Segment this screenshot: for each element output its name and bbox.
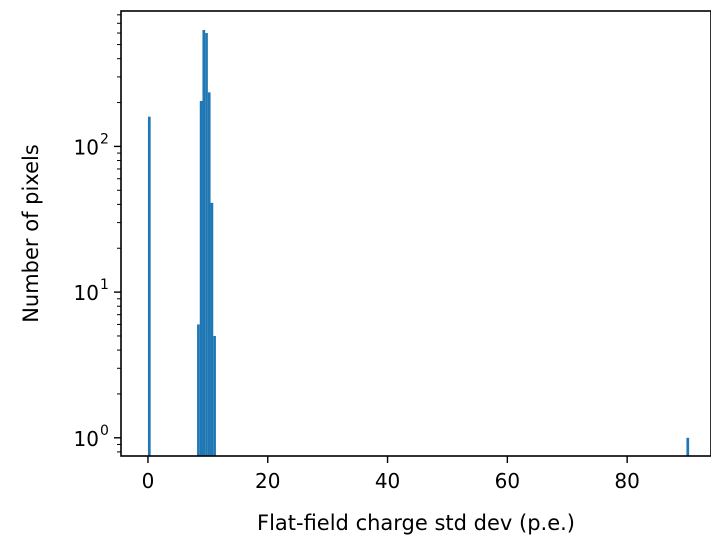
plot-frame [120,10,711,457]
histogram-bar [147,116,151,457]
histogram-bar [197,324,200,456]
x-axis-ticks: 0 20 40 60 80 [142,456,640,493]
y-tick-label-base: 10 [74,135,99,159]
histogram-bar [686,437,690,456]
y-axis-title: Number of pixels [19,144,43,323]
histogram-bar [210,202,214,456]
y-tick-label-exponent: 2 [100,131,109,147]
x-tick-label: 60 [495,469,520,493]
y-tick-label-base: 10 [74,427,99,451]
y-tick-label-exponent: 0 [100,423,109,439]
x-tick-label: 0 [142,469,155,493]
y-tick-label-exponent: 1 [100,277,109,293]
x-tick-label: 80 [614,469,639,493]
histogram-bar [202,29,206,456]
x-tick-label: 20 [255,469,280,493]
y-tick-label-base: 10 [74,281,99,305]
histogram-bar [205,33,208,456]
histogram-bar [199,100,203,457]
x-axis-title: Flat-field charge std dev (p.e.) [257,511,575,535]
histogram-bar [207,92,211,456]
histogram-bars [147,29,690,457]
histogram-bar [213,335,216,456]
x-tick-label: 40 [375,469,400,493]
